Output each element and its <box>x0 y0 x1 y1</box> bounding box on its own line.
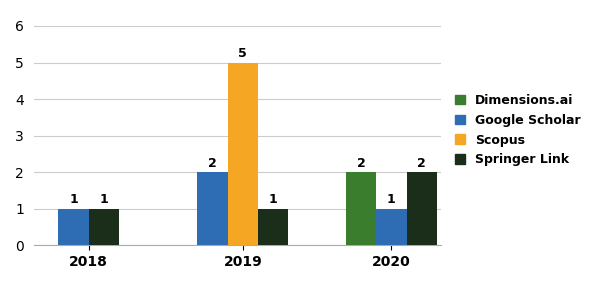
Bar <box>346 172 376 245</box>
Legend: Dimensions.ai, Google Scholar, Scopus, Springer Link: Dimensions.ai, Google Scholar, Scopus, S… <box>451 90 584 170</box>
Text: 2: 2 <box>357 156 365 170</box>
Bar <box>227 62 258 245</box>
Bar <box>407 172 437 245</box>
Text: 1: 1 <box>269 193 277 206</box>
Bar <box>258 209 288 245</box>
Text: 2: 2 <box>208 156 217 170</box>
Bar <box>89 209 119 245</box>
Text: 2: 2 <box>418 156 426 170</box>
Bar <box>376 209 407 245</box>
Bar <box>58 209 89 245</box>
Bar <box>197 172 227 245</box>
Text: 1: 1 <box>100 193 108 206</box>
Text: 5: 5 <box>238 47 247 60</box>
Text: 1: 1 <box>387 193 396 206</box>
Text: 1: 1 <box>69 193 78 206</box>
